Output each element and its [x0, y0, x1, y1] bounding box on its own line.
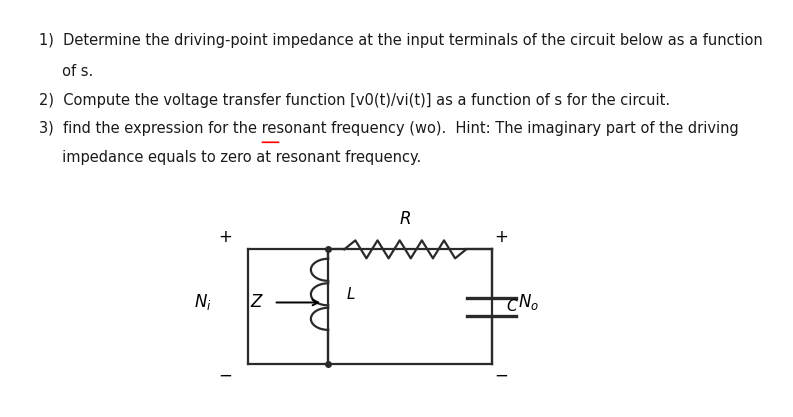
Text: 3)  find the expression for the resonant frequency (wo).  Hint: The imaginary pa: 3) find the expression for the resonant … [40, 121, 739, 136]
Text: +: + [495, 228, 508, 246]
Text: C: C [506, 299, 516, 314]
Text: 2)  Compute the voltage transfer function [v0(t)/vi(t)] as a function of s for t: 2) Compute the voltage transfer function… [40, 93, 671, 108]
Text: −: − [495, 367, 508, 385]
Text: L: L [347, 287, 354, 302]
Text: +: + [219, 228, 232, 246]
Text: of s.: of s. [40, 64, 94, 79]
Text: $Z$: $Z$ [250, 294, 264, 311]
Text: −: − [219, 367, 232, 385]
Text: impedance equals to zero at resonant frequency.: impedance equals to zero at resonant fre… [40, 150, 422, 165]
Text: R: R [400, 210, 411, 228]
Text: 1)  Determine the driving-point impedance at the input terminals of the circuit : 1) Determine the driving-point impedance… [40, 33, 763, 48]
Text: $N_o$: $N_o$ [518, 292, 538, 312]
Text: $N_i$: $N_i$ [194, 292, 212, 312]
